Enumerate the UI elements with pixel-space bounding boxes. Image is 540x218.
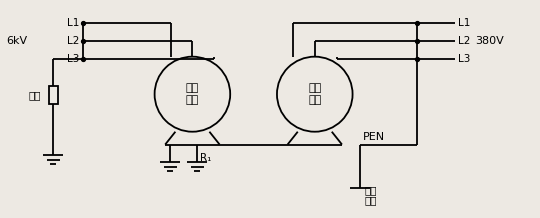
Text: L3: L3 [66,54,79,64]
Text: PEN: PEN [363,132,385,141]
Text: R₁: R₁ [200,153,212,163]
Text: 接地: 接地 [365,195,377,205]
Text: 380V: 380V [475,36,504,46]
Text: 6kV: 6kV [6,36,28,46]
Text: 高压
电机: 高压 电机 [186,83,199,105]
Bar [49,86,58,104]
Text: L1: L1 [458,18,470,28]
Text: 阻抗: 阻抗 [29,90,42,100]
Text: 低压
电机: 低压 电机 [308,83,321,105]
Text: L2: L2 [458,36,470,46]
Text: L2: L2 [66,36,79,46]
Text: L1: L1 [66,18,79,28]
Text: 工作: 工作 [365,185,377,195]
Text: L3: L3 [458,54,470,64]
